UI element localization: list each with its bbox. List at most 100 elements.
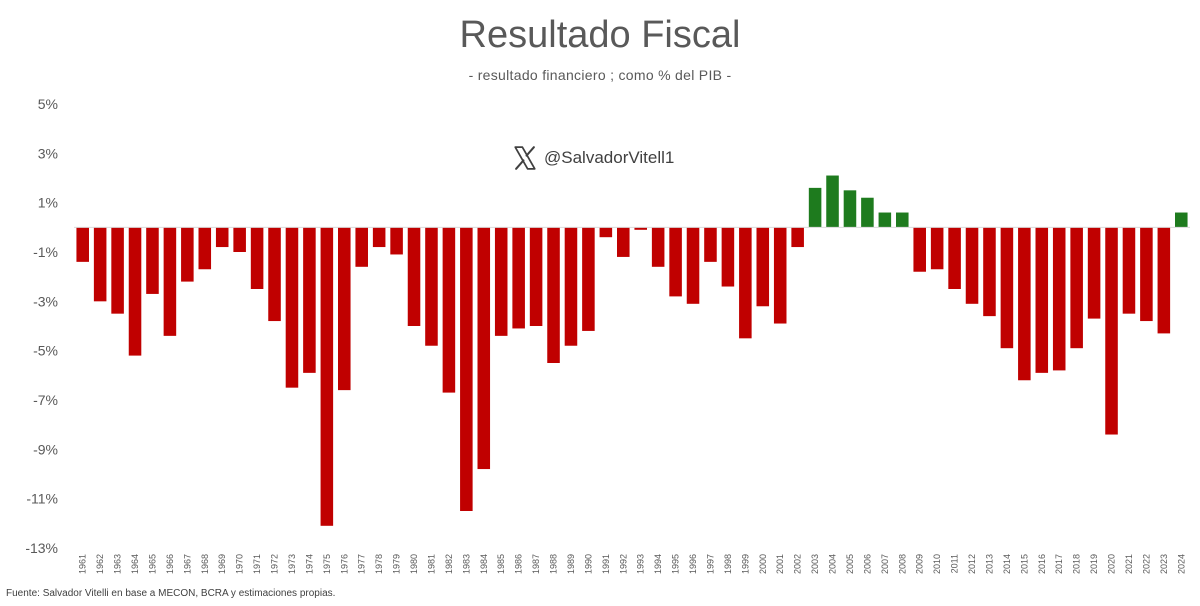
x-tick-label: 2016 xyxy=(1037,554,1047,574)
bar-1972 xyxy=(268,227,281,322)
x-tick-label: 2007 xyxy=(880,554,890,574)
x-tick-label: 1970 xyxy=(235,554,245,574)
x-tick-label: 1963 xyxy=(113,554,123,574)
bar-2013 xyxy=(983,227,996,317)
x-tick-label: 2019 xyxy=(1089,554,1099,574)
x-tick-label: 1978 xyxy=(374,554,384,574)
x-tick-label: 2018 xyxy=(1072,554,1082,574)
bar-1967 xyxy=(181,227,194,282)
x-tick-label: 2008 xyxy=(897,554,907,574)
x-tick-label: 2004 xyxy=(828,554,838,574)
x-tick-label: 1989 xyxy=(566,554,576,574)
bar-1998 xyxy=(721,227,735,287)
y-tick-label: 5% xyxy=(38,96,58,112)
bar-1995 xyxy=(669,227,682,297)
x-tick-label: 1967 xyxy=(182,554,192,574)
x-tick-label: 1975 xyxy=(322,554,332,574)
y-tick-label: 1% xyxy=(38,195,58,211)
bar-1970 xyxy=(233,227,246,252)
bar-1982 xyxy=(442,227,456,393)
bar-1996 xyxy=(686,227,700,304)
bar-1965 xyxy=(146,227,159,294)
x-tick-label: 2011 xyxy=(950,554,960,573)
bar-1974 xyxy=(303,227,316,373)
bar-1976 xyxy=(338,227,351,391)
x-tick-label: 2017 xyxy=(1054,554,1064,574)
bar-2009 xyxy=(913,227,926,272)
x-tick-label: 1980 xyxy=(409,554,419,574)
y-axis: 5% 3% 1% -1% -3% -5% -7% -9% -11% -13% xyxy=(25,96,58,556)
x-tick-label: 1981 xyxy=(427,554,437,574)
y-tick-label: -1% xyxy=(33,244,58,260)
x-tick-label: 1990 xyxy=(583,554,593,574)
bar-1987 xyxy=(529,227,543,326)
source-note: Fuente: Salvador Vitelli en base a MECON… xyxy=(6,588,336,599)
bar-2015 xyxy=(1018,227,1031,381)
bar-1979 xyxy=(390,227,403,255)
x-tick-label: 1992 xyxy=(618,554,628,574)
y-tick-label: -13% xyxy=(25,540,58,556)
bar-1961 xyxy=(76,227,89,262)
bar-1977 xyxy=(355,227,368,267)
x-tick-label: 1977 xyxy=(357,554,367,574)
bar-1985 xyxy=(494,227,508,336)
x-tick-label: 2001 xyxy=(775,554,785,574)
y-tick-label: -9% xyxy=(33,441,58,457)
bar-1962 xyxy=(93,227,107,302)
x-tick-label: 2009 xyxy=(915,554,925,574)
bar-2019 xyxy=(1087,227,1101,319)
x-tick-label: 1993 xyxy=(636,554,646,574)
x-tick-label: 1991 xyxy=(601,554,611,574)
bar-2004 xyxy=(826,175,839,228)
bar-1971 xyxy=(250,227,264,289)
x-tick-label: 1961 xyxy=(78,554,88,574)
bar-2021 xyxy=(1122,227,1136,314)
bar-1989 xyxy=(564,227,578,346)
x-tick-label: 1971 xyxy=(252,554,262,574)
bars-group xyxy=(76,175,1188,526)
x-tick-label: 1983 xyxy=(461,554,471,574)
bar-1964 xyxy=(128,227,142,356)
x-logo-icon xyxy=(514,146,536,170)
x-tick-label: 2012 xyxy=(967,554,977,574)
x-tick-label: 1976 xyxy=(339,554,349,574)
bar-1980 xyxy=(407,227,421,326)
bar-2016 xyxy=(1035,227,1049,373)
bar-2012 xyxy=(965,227,979,304)
x-tick-label: 1982 xyxy=(444,554,454,574)
x-tick-label: 2006 xyxy=(862,554,872,574)
bar-1999 xyxy=(739,227,752,339)
x-tick-label: 2013 xyxy=(985,554,995,574)
bar-2007 xyxy=(878,212,892,228)
bar-2011 xyxy=(948,227,961,289)
bar-2017 xyxy=(1052,227,1066,371)
x-tick-label: 1966 xyxy=(165,554,175,574)
x-tick-label: 1999 xyxy=(740,554,750,574)
x-tick-label: 1988 xyxy=(549,554,559,574)
x-tick-label: 2010 xyxy=(932,554,942,574)
bar-1963 xyxy=(111,227,124,314)
y-tick-label: 3% xyxy=(38,145,58,161)
bar-1986 xyxy=(512,227,525,329)
bar-2010 xyxy=(930,227,944,270)
bar-1993 xyxy=(634,227,647,230)
bar-2014 xyxy=(1000,227,1014,349)
bar-2022 xyxy=(1140,227,1153,322)
bar-1966 xyxy=(163,227,177,336)
bar-2018 xyxy=(1070,227,1083,349)
bar-2000 xyxy=(756,227,770,307)
x-tick-label: 2021 xyxy=(1124,554,1134,574)
x-tick-label: 1969 xyxy=(217,554,227,574)
bar-1983 xyxy=(460,227,473,511)
x-tick-label: 1998 xyxy=(723,554,733,574)
x-tick-label: 2014 xyxy=(1002,554,1012,574)
x-tick-label: 2020 xyxy=(1107,554,1117,574)
x-tick-label: 1986 xyxy=(514,554,524,574)
y-tick-label: -3% xyxy=(33,293,58,309)
x-tick-label: 1987 xyxy=(531,554,541,574)
x-tick-label: 2022 xyxy=(1141,554,1151,574)
x-tick-label: 2024 xyxy=(1176,554,1186,574)
handle-text: @SalvadorVitell1 xyxy=(544,148,675,167)
social-handle: @SalvadorVitell1 xyxy=(512,143,674,173)
bar-1969 xyxy=(215,227,229,248)
